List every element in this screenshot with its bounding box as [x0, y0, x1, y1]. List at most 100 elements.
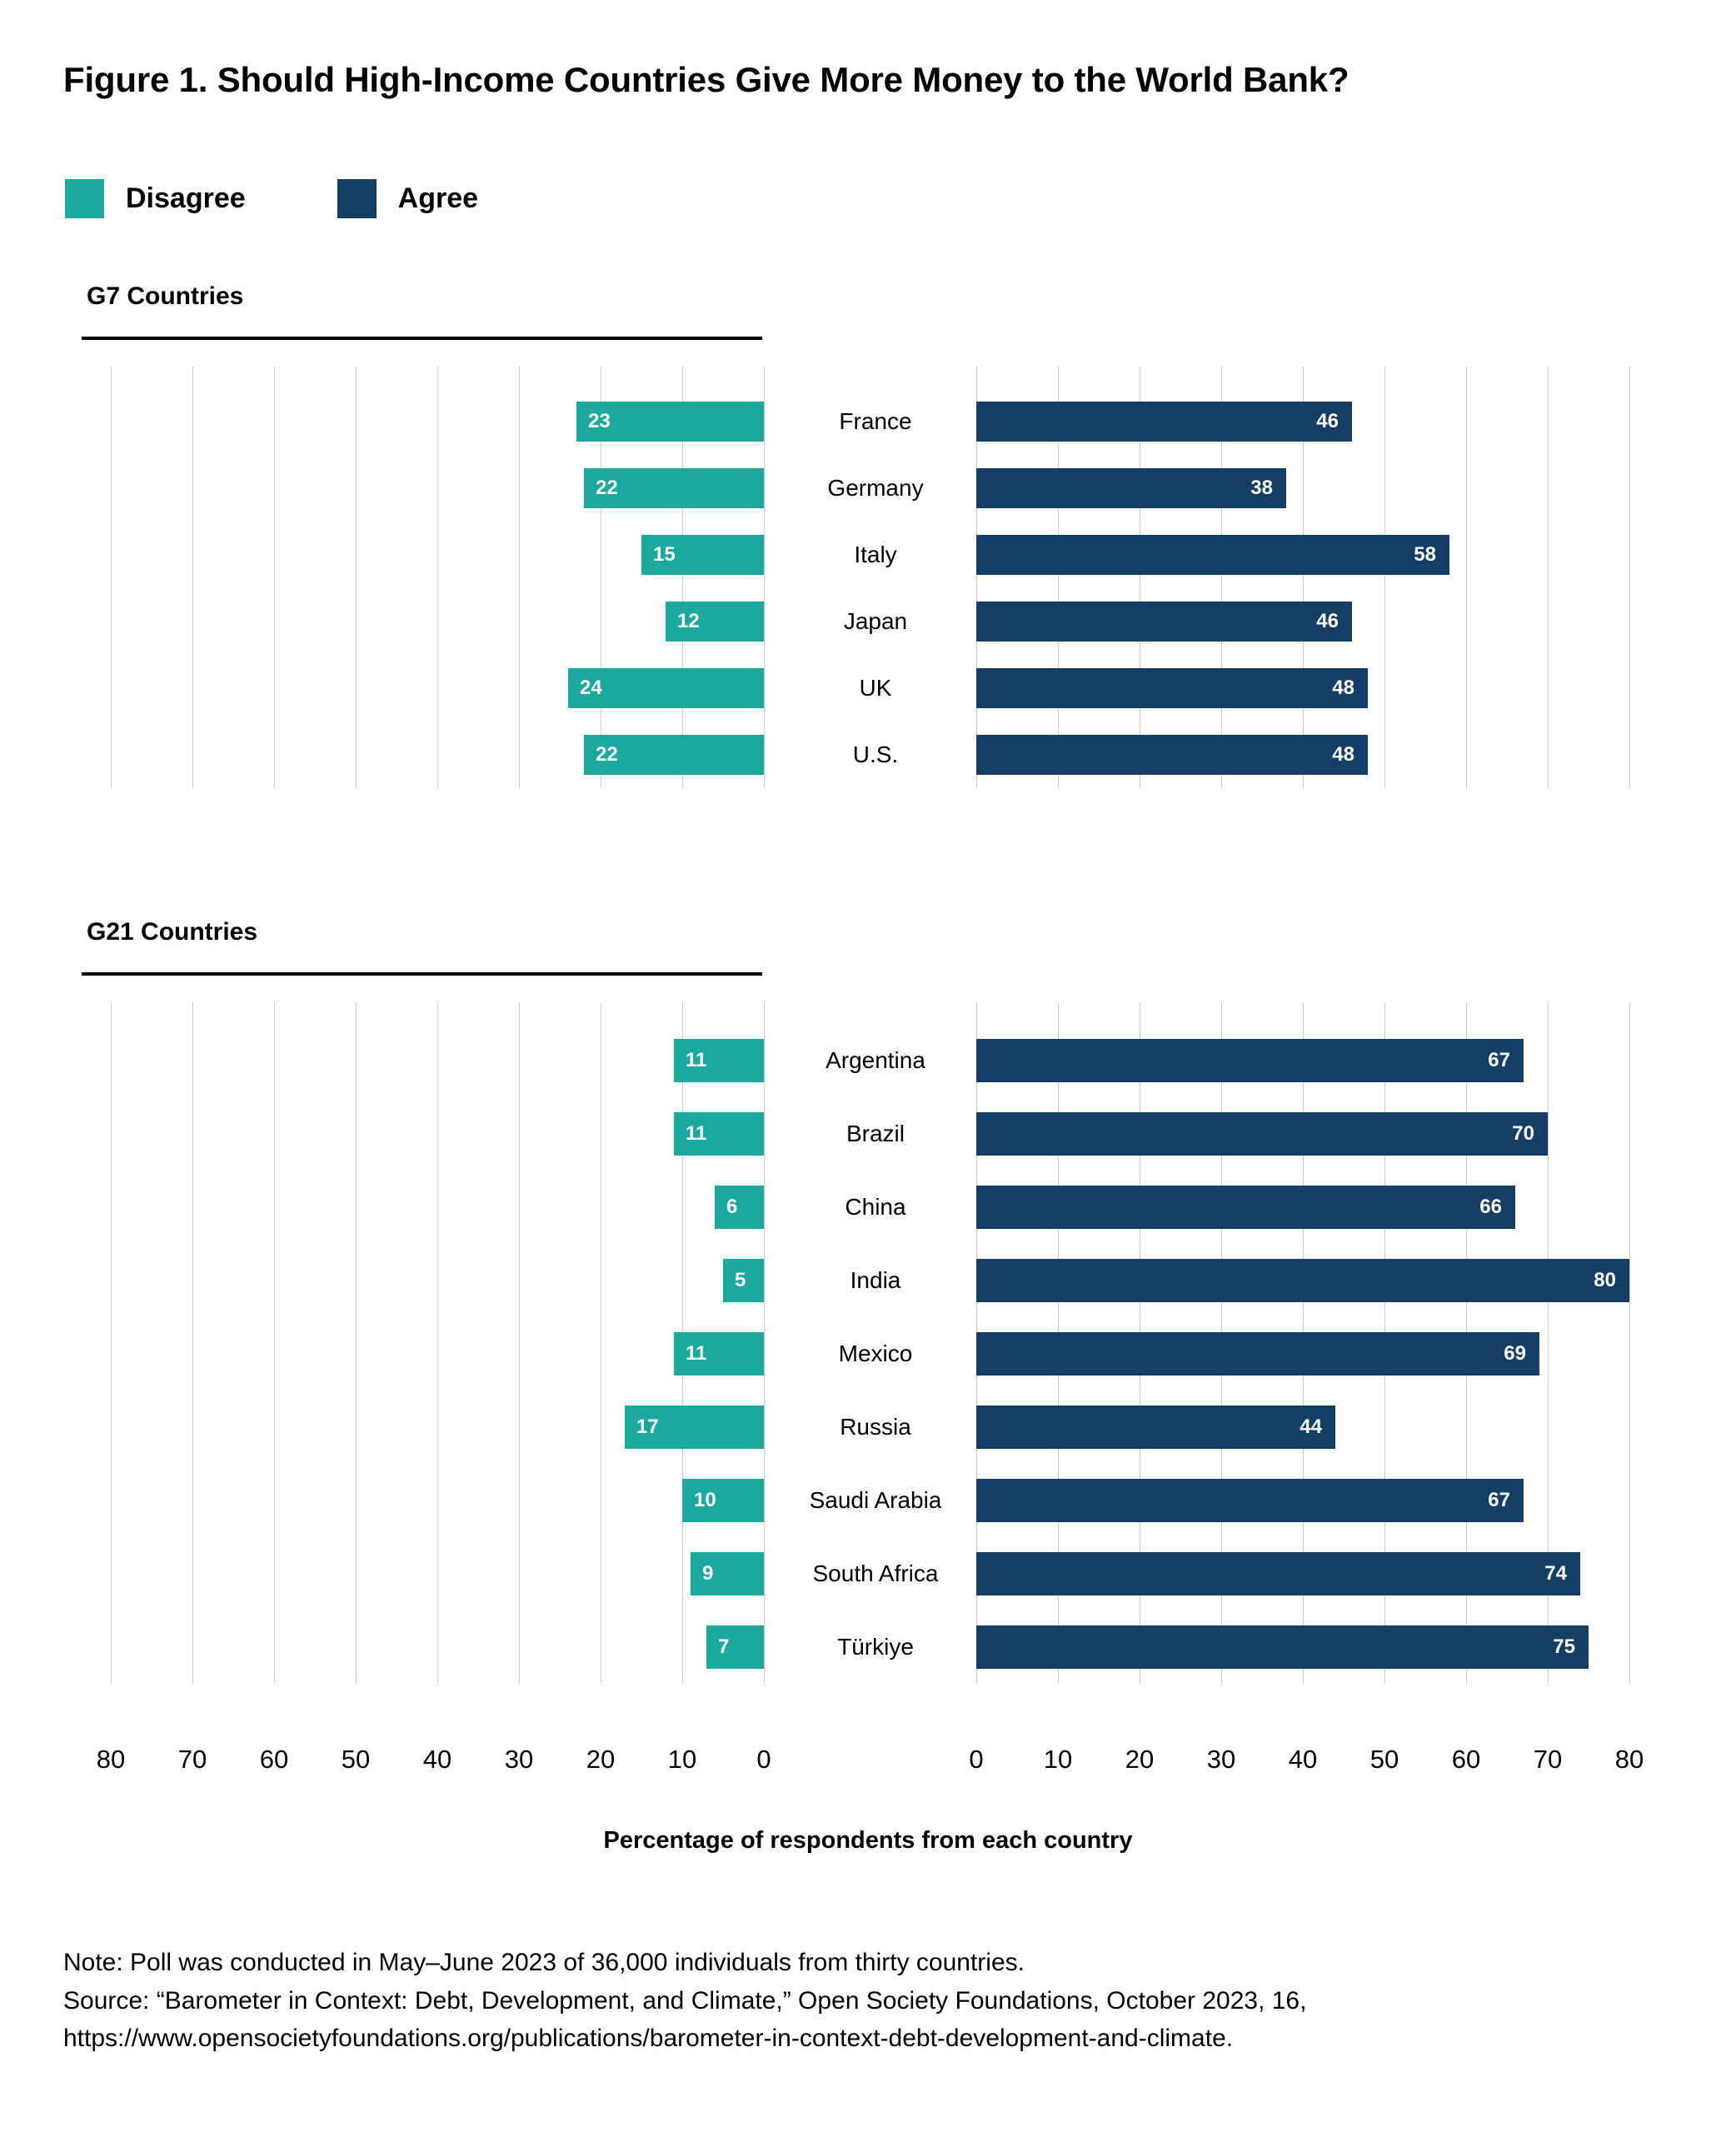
bar-value-disagree: 15	[653, 543, 676, 566]
bar-value-disagree: 7	[718, 1635, 730, 1658]
country-label: China	[845, 1194, 906, 1220]
bar-value-disagree: 22	[596, 743, 618, 766]
x-tick-right: 40	[1288, 1745, 1318, 1774]
bar-agree: 80	[976, 1259, 1629, 1302]
x-tick-right: 70	[1533, 1745, 1563, 1774]
gridline	[1629, 1002, 1630, 1684]
bar-disagree: 12	[666, 602, 764, 642]
bar-value-disagree: 10	[694, 1489, 716, 1511]
x-axis-title: Percentage of respondents from each coun…	[603, 1827, 1133, 1854]
x-tick-right: 0	[969, 1745, 984, 1774]
bar-agree: 44	[976, 1406, 1335, 1449]
bar-agree: 69	[976, 1332, 1539, 1376]
x-tick-left: 0	[756, 1745, 771, 1774]
bar-disagree: 5	[723, 1259, 764, 1302]
x-tick-left: 60	[259, 1745, 289, 1774]
gridline	[1384, 367, 1385, 788]
bar-value-disagree: 22	[596, 477, 618, 499]
gridline	[764, 1002, 765, 1684]
bar-disagree: 11	[674, 1332, 764, 1376]
bar-value-agree: 69	[1504, 1342, 1526, 1365]
gridline	[274, 1002, 275, 1684]
country-label: Italy	[854, 542, 897, 567]
bar-value-disagree: 23	[588, 410, 611, 432]
bar-value-agree: 48	[1332, 677, 1354, 699]
legend-swatch-agree-icon	[337, 179, 377, 218]
country-label: UK	[859, 675, 892, 701]
bar-agree: 46	[976, 402, 1352, 442]
gridline	[437, 367, 438, 788]
country-label: Türkiye	[837, 1634, 914, 1660]
bar-value-disagree: 12	[677, 610, 700, 632]
gridline	[437, 1002, 438, 1684]
bar-disagree: 10	[682, 1479, 764, 1522]
x-tick-right: 80	[1614, 1745, 1644, 1774]
bar-agree: 67	[976, 1479, 1524, 1522]
x-tick-left: 80	[96, 1745, 126, 1774]
x-tick-left: 70	[177, 1745, 207, 1774]
bar-disagree: 11	[674, 1112, 764, 1156]
gridline	[192, 1002, 193, 1684]
bar-value-agree: 67	[1488, 1049, 1510, 1071]
bar-disagree: 7	[706, 1625, 764, 1669]
bar-disagree: 9	[691, 1552, 764, 1595]
country-label: France	[839, 408, 912, 434]
bar-value-agree: 46	[1316, 410, 1339, 432]
chart-legend: Disagree Agree	[65, 179, 478, 218]
country-label: Russia	[840, 1414, 911, 1440]
bar-agree: 66	[976, 1186, 1515, 1229]
gridline	[111, 1002, 112, 1684]
bar-value-agree: 74	[1544, 1562, 1567, 1585]
bar-agree: 74	[976, 1552, 1580, 1595]
bar-value-disagree: 24	[580, 677, 602, 699]
bar-agree: 75	[976, 1625, 1589, 1669]
legend-label-disagree: Disagree	[126, 182, 246, 214]
gridline	[111, 367, 112, 788]
footnote-source: Source: “Barometer in Context: Debt, Dev…	[63, 1986, 1307, 2015]
bar-value-disagree: 5	[735, 1269, 746, 1291]
country-label: Japan	[843, 608, 908, 634]
country-label: South Africa	[812, 1560, 939, 1586]
bar-value-agree: 75	[1553, 1635, 1575, 1658]
footnote-note: Note: Poll was conducted in May–June 202…	[63, 1949, 1025, 1976]
bar-value-agree: 70	[1512, 1122, 1534, 1145]
bar-disagree: 23	[576, 402, 764, 442]
bar-disagree: 22	[584, 735, 764, 775]
gridline	[1629, 367, 1630, 788]
group-rule-g21	[82, 972, 762, 976]
x-tick-right: 50	[1369, 1745, 1399, 1774]
gridline	[1548, 367, 1549, 788]
legend-swatch-disagree-icon	[65, 179, 104, 218]
group-title-g7: G7 Countries	[87, 282, 244, 310]
country-label: U.S.	[852, 741, 899, 767]
x-tick-right: 20	[1125, 1745, 1155, 1774]
x-tick-left: 50	[341, 1745, 371, 1774]
country-label: India	[850, 1267, 901, 1293]
x-tick-right: 30	[1206, 1745, 1236, 1774]
bar-disagree: 22	[584, 468, 764, 508]
x-tick-left: 30	[504, 1745, 534, 1774]
bar-disagree: 15	[641, 535, 764, 575]
x-tick-left: 10	[667, 1745, 697, 1774]
legend-item-disagree: Disagree	[65, 179, 246, 218]
bar-value-agree: 66	[1479, 1196, 1502, 1218]
bar-value-disagree: 9	[702, 1562, 714, 1585]
bar-value-agree: 48	[1332, 743, 1354, 766]
bar-agree: 46	[976, 602, 1352, 642]
bar-disagree: 11	[674, 1039, 764, 1082]
gridline	[192, 367, 193, 788]
group-rule-g7	[82, 337, 762, 340]
gridline	[274, 367, 275, 788]
footnote-url: https://www.opensocietyfoundations.org/p…	[63, 2025, 1234, 2053]
footnotes: Note: Poll was conducted in May–June 202…	[63, 1944, 1646, 2058]
bar-agree: 70	[976, 1112, 1548, 1156]
bar-agree: 58	[976, 535, 1449, 575]
bar-value-agree: 67	[1488, 1489, 1510, 1511]
country-label: Argentina	[826, 1047, 925, 1073]
bar-disagree: 17	[625, 1406, 764, 1449]
bar-value-agree: 38	[1250, 477, 1273, 499]
bar-agree: 67	[976, 1039, 1524, 1082]
gridline	[519, 367, 520, 788]
legend-item-agree: Agree	[337, 179, 478, 218]
bar-value-disagree: 17	[636, 1416, 659, 1438]
